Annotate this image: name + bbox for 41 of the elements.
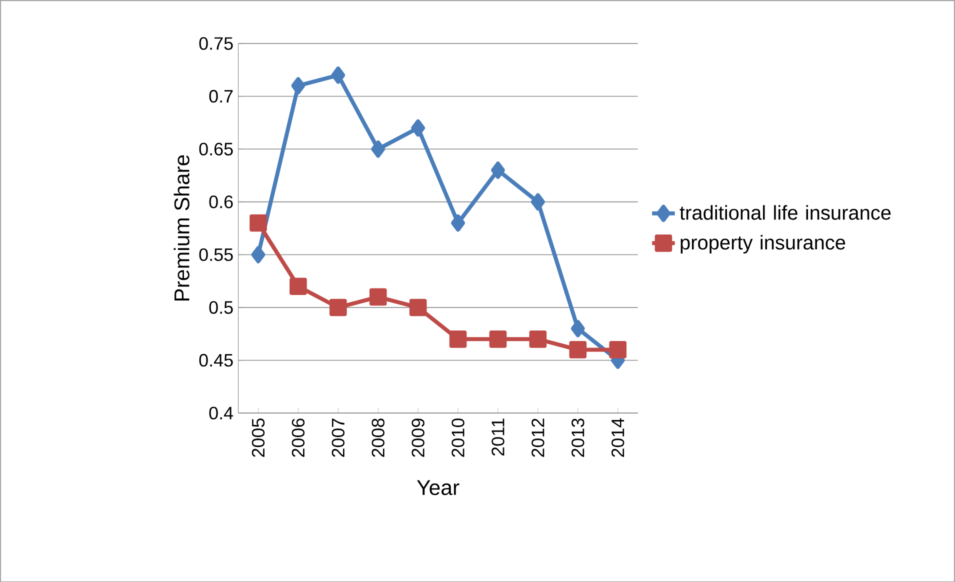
x-tick-label: 2009 bbox=[412, 418, 424, 457]
point bbox=[250, 214, 267, 232]
x-tick-label: 2008 bbox=[372, 418, 384, 457]
point bbox=[569, 340, 587, 358]
x-tick-label: 2012 bbox=[532, 418, 544, 457]
y-tick-label: 0.55 bbox=[199, 248, 233, 261]
x-tick-label: 2011 bbox=[492, 418, 504, 456]
y-axis-title: Premium Share bbox=[174, 155, 190, 300]
x-tick-label: 2007 bbox=[332, 418, 345, 457]
y-tick-label: 0.4 bbox=[209, 406, 234, 420]
point bbox=[369, 288, 387, 306]
point bbox=[330, 298, 347, 316]
point bbox=[251, 246, 266, 264]
point bbox=[489, 330, 507, 348]
x-axis-title: Year bbox=[416, 480, 460, 495]
legend-label: traditional life insurance bbox=[680, 204, 891, 220]
point bbox=[490, 161, 505, 179]
x-tick-label: 2013 bbox=[572, 418, 584, 457]
point bbox=[371, 140, 386, 158]
point bbox=[411, 119, 426, 136]
y-tick-label: 0.45 bbox=[199, 354, 233, 366]
point bbox=[529, 330, 547, 348]
y-tick-label: 0.75 bbox=[199, 36, 233, 50]
point bbox=[530, 193, 545, 210]
x-tick-label: 2014 bbox=[611, 418, 624, 457]
x-tick-label: 2010 bbox=[452, 418, 464, 457]
y-tick-label: 0.5 bbox=[209, 300, 233, 314]
y-tick-label: 0.6 bbox=[209, 195, 233, 208]
point bbox=[609, 340, 627, 358]
point bbox=[570, 320, 585, 338]
point bbox=[409, 298, 427, 316]
y-tick-label: 0.7 bbox=[209, 90, 233, 102]
x-tick-label: 2005 bbox=[252, 418, 265, 457]
point bbox=[331, 66, 346, 84]
point bbox=[451, 214, 466, 232]
y-tick-label: 0.65 bbox=[199, 142, 233, 156]
point bbox=[291, 76, 306, 94]
legend-label: property insurance bbox=[680, 234, 846, 254]
point bbox=[449, 330, 467, 348]
x-tick-label: 2006 bbox=[292, 418, 305, 457]
point bbox=[290, 278, 307, 295]
